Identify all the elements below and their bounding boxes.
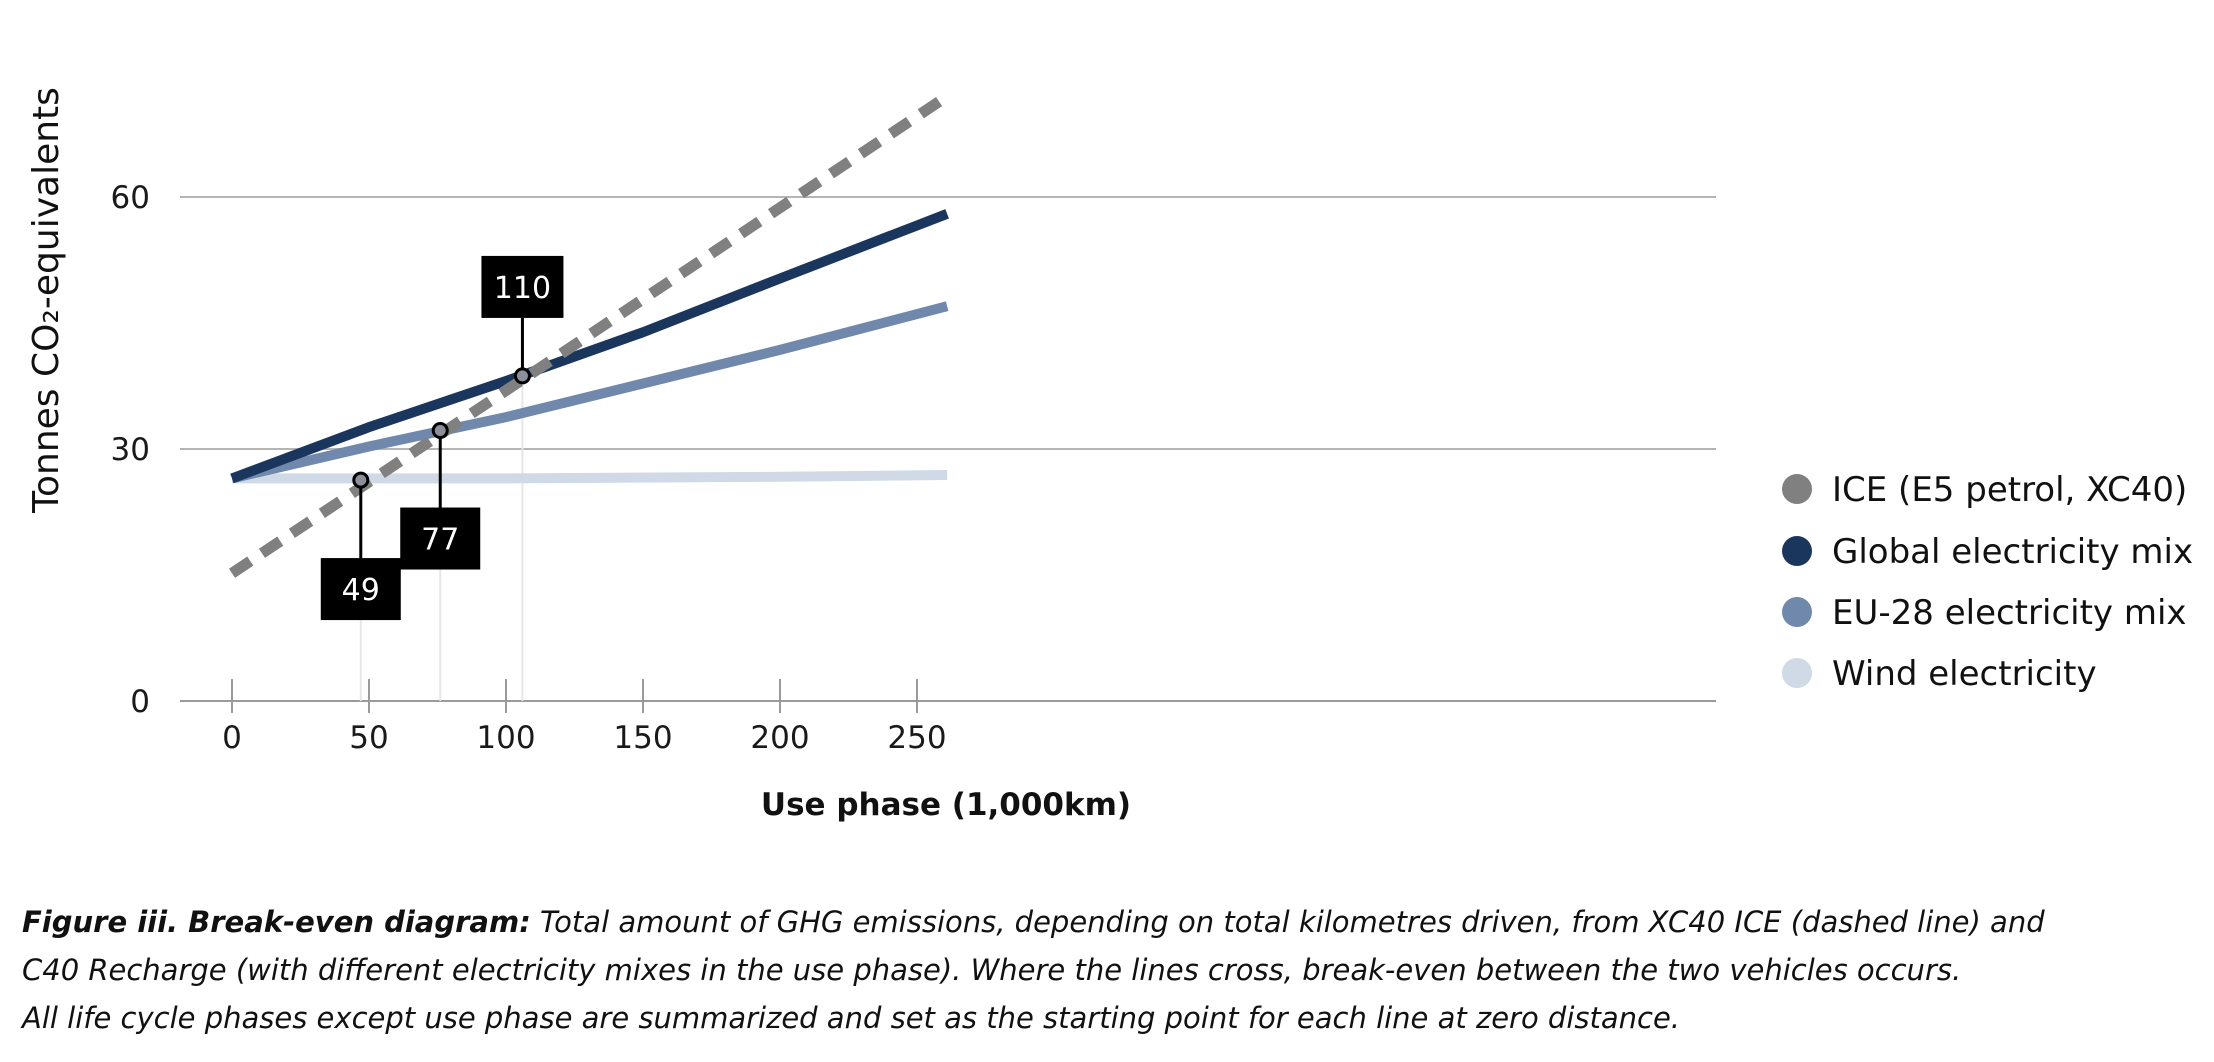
series-line	[230, 301, 949, 484]
breakeven-marker	[352, 471, 370, 489]
legend-swatch	[1782, 474, 1812, 504]
callout-label: 110	[494, 271, 551, 306]
x-axis: 0 50 100 150 200 250	[180, 679, 1716, 756]
legend-label: Global electricity mix	[1832, 532, 2193, 572]
callout-box	[481, 255, 564, 318]
x-tick-label: 0	[222, 720, 242, 756]
figure-caption: Figure iii. Break-even diagram: Total am…	[22, 898, 2172, 1042]
caption-line-2: C40 Recharge (with different electricity…	[22, 953, 1962, 987]
callout-box	[320, 558, 401, 621]
legend: ICE (E5 petrol, XC40) Global electricity …	[1782, 470, 2193, 694]
x-tick-label: 250	[887, 720, 946, 756]
x-tick-label: 100	[476, 720, 535, 756]
y-tick-label: 60	[111, 180, 150, 216]
caption-title: Figure iii. Break-even diagram:	[22, 905, 531, 939]
series-line	[230, 209, 949, 484]
series-line	[232, 470, 948, 484]
callout-label: 49	[342, 573, 380, 608]
legend-label: Wind electricity	[1832, 654, 2097, 694]
x-tick-label: 50	[349, 720, 388, 756]
legend-swatch	[1782, 536, 1812, 566]
legend-label: ICE (E5 petrol, XC40)	[1832, 470, 2187, 510]
breakeven-marker	[513, 367, 531, 385]
legend-label: EU-28 electricity mix	[1832, 593, 2187, 633]
caption-line-3: All life cycle phases except use phase a…	[22, 1001, 1681, 1035]
break-even-chart: 0 50 100 150 200 250 0 30 60 110 77 49 ICE (E5 pe…	[26, 87, 2193, 823]
y-axis-title: Tonnes CO₂-equivalents	[26, 87, 67, 514]
x-tick-label: 150	[613, 720, 672, 756]
y-axis: 0 30 60	[111, 180, 150, 720]
y-tick-label: 0	[130, 684, 150, 720]
legend-swatch	[1782, 597, 1812, 627]
callout-box	[400, 507, 481, 570]
breakeven-callouts: 110 77 49	[320, 255, 564, 621]
caption-line-1: Total amount of GHG emissions, depending…	[540, 905, 2045, 939]
y-tick-label: 30	[111, 432, 150, 468]
breakeven-marker	[431, 422, 449, 440]
gridlines	[180, 196, 1716, 450]
legend-swatch	[1782, 658, 1812, 688]
x-axis-title: Use phase (1,000km)	[761, 787, 1131, 823]
callout-label: 77	[421, 523, 459, 558]
series-lines	[228, 91, 951, 578]
x-tick-label: 200	[750, 720, 809, 756]
